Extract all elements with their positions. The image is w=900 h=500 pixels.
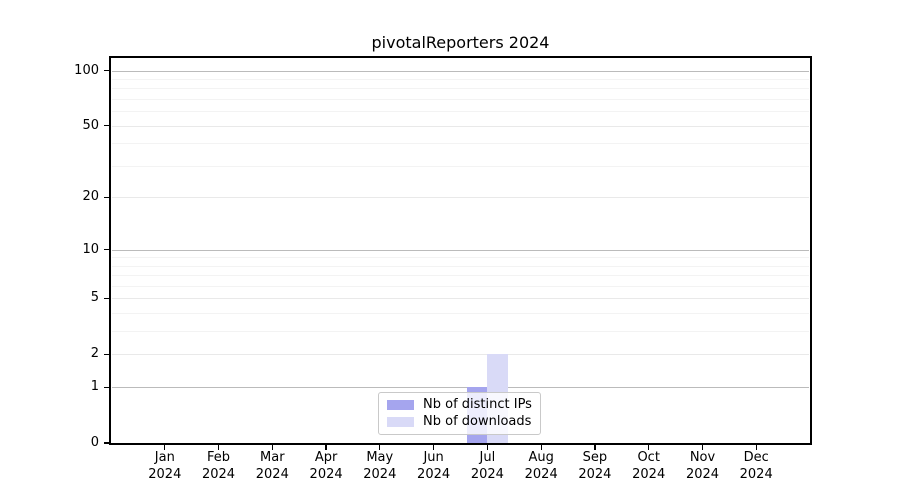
chart-title: pivotalReporters 2024: [371, 33, 550, 52]
y-tick-mark: [104, 196, 109, 199]
x-tick-label: Jun 2024: [417, 450, 451, 482]
gridline: [112, 298, 809, 300]
x-tick-label: Jan 2024: [148, 450, 182, 482]
y-tick-mark: [104, 70, 109, 72]
x-tick-mark: [594, 445, 596, 450]
legend-item-downloads: Nb of downloads: [387, 414, 532, 430]
x-tick-mark: [325, 445, 327, 450]
minor-gridline: [112, 313, 809, 315]
y-tick-mark: [104, 125, 109, 127]
y-tick-label: 5: [90, 290, 99, 306]
x-tick-label: Sep 2024: [578, 450, 612, 482]
x-tick-label: Feb 2024: [201, 450, 236, 482]
x-tick-label: Aug 2024: [524, 450, 558, 482]
minor-gridline: [112, 88, 809, 90]
y-tick-label: 1: [90, 379, 99, 395]
gridline: [112, 70, 809, 72]
y-tick-label: 0: [90, 435, 99, 450]
x-tick-label: Mar 2024: [255, 450, 289, 482]
gridline: [112, 125, 809, 127]
y-tick-mark: [104, 248, 109, 251]
minor-gridline: [112, 257, 809, 259]
y-tick-label: 10: [82, 241, 99, 257]
y-tick-label: 2: [90, 346, 99, 362]
x-tick-mark: [755, 445, 757, 450]
gridline: [112, 354, 809, 356]
minor-gridline: [112, 286, 809, 287]
x-tick-label: Jul 2024: [470, 450, 504, 482]
x-tick-mark: [379, 445, 381, 450]
minor-gridline: [112, 99, 809, 100]
y-tick-mark: [104, 297, 109, 300]
x-tick-label: Oct 2024: [632, 450, 666, 482]
x-tick-mark: [271, 445, 273, 450]
legend-label-distinct-ips: Nb of distinct IPs: [423, 397, 532, 412]
y-tick-label: 50: [82, 117, 99, 133]
y-tick-mark: [104, 386, 109, 388]
minor-gridline: [112, 165, 809, 167]
y-tick-mark: [104, 353, 109, 356]
downloads-swatch-icon: [387, 417, 414, 427]
legend-label-downloads: Nb of downloads: [423, 414, 532, 429]
minor-gridline: [112, 143, 809, 145]
x-tick-mark: [486, 445, 489, 450]
y-tick-label: 20: [82, 189, 99, 205]
gridline: [112, 197, 809, 199]
x-tick-mark: [540, 445, 542, 450]
legend: Nb of distinct IPs Nb of downloads: [378, 392, 541, 435]
minor-gridline: [112, 79, 809, 80]
x-tick-mark: [164, 445, 166, 450]
minor-gridline: [112, 275, 809, 277]
legend-item-distinct-ips: Nb of distinct IPs: [387, 397, 532, 413]
minor-gridline: [112, 111, 809, 113]
y-tick-label: 100: [74, 62, 99, 78]
x-tick-mark: [701, 445, 704, 450]
x-tick-mark: [648, 445, 650, 450]
x-tick-mark: [432, 445, 435, 450]
x-tick-label: Dec 2024: [739, 450, 773, 482]
minor-gridline: [112, 265, 809, 267]
x-tick-mark: [217, 445, 220, 450]
gridline: [112, 387, 809, 389]
distinct-ips-swatch-icon: [387, 400, 414, 410]
y-tick-mark: [104, 442, 109, 444]
x-tick-label: Apr 2024: [309, 450, 343, 482]
x-tick-label: May 2024: [363, 450, 397, 482]
x-tick-label: Nov 2024: [685, 450, 720, 482]
gridline: [112, 249, 809, 251]
minor-gridline: [112, 331, 809, 333]
